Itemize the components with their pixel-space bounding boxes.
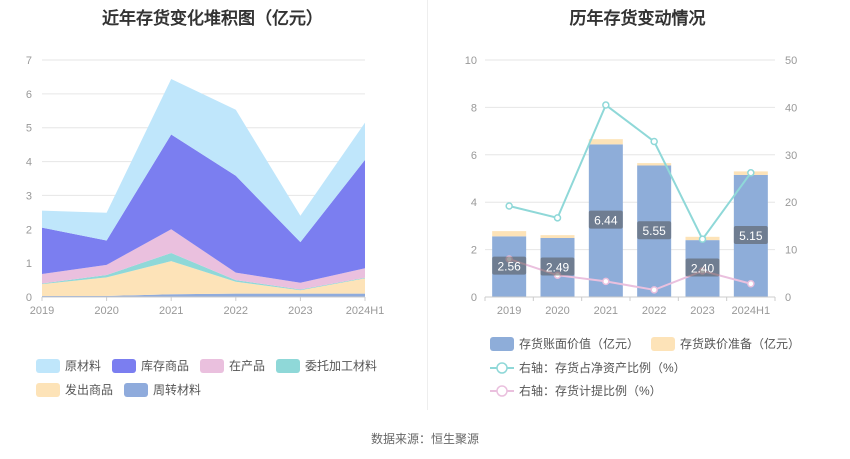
bar-value-label-bg: [733, 225, 768, 244]
left-y-tick-label: 0: [26, 292, 32, 304]
left-y-tick-label: 7: [26, 55, 32, 67]
legend-marker-line2: [496, 385, 508, 397]
right-y-tick-label: 0: [471, 292, 477, 304]
legend-swatch-processing: [276, 359, 300, 373]
chart-divider: [427, 0, 428, 410]
legend-label-provision: 存货跌价准备（亿元）: [680, 336, 800, 351]
left-x-tick-label: 2022: [224, 305, 248, 317]
bar-value-label: 2.56: [497, 260, 521, 274]
right-y2-tick-label: 40: [785, 102, 797, 114]
bar-provision: [540, 235, 575, 238]
left-y-tick-label: 2: [26, 224, 32, 236]
legend-label-line2: 右轴：存货计提比例（%）: [519, 383, 662, 398]
legend-label-wip: 在产品: [229, 359, 265, 373]
right-y-tick-label: 2: [471, 245, 477, 257]
legend-swatch-bar: [490, 337, 514, 351]
right-y2-tick-label: 30: [785, 150, 797, 162]
left-chart-title: 近年存货变化堆积图（亿元）: [102, 9, 323, 28]
bar-value-label-bg: [492, 256, 527, 275]
legend-label-turnover: 周转材料: [153, 382, 201, 397]
right-y2-tick-label: 50: [785, 55, 797, 67]
right-y2-tick-label: 20: [785, 197, 797, 209]
line-point-line1: [553, 214, 562, 222]
left-y-tick-label: 3: [26, 190, 32, 202]
legend-label-line1: 右轴：存货占净资产比例（%）: [519, 360, 686, 375]
right-y-tick-label: 4: [471, 197, 477, 209]
right-y2-tick-label: 0: [785, 292, 791, 304]
legend-label-inventory: 库存商品: [141, 358, 189, 373]
right-y-tick-label: 6: [471, 150, 477, 162]
right-x-tick-label: 2022: [642, 305, 666, 317]
right-chart-title: 历年存货变动情况: [569, 9, 706, 28]
bar-provision: [588, 139, 623, 145]
right-y-tick-label: 8: [471, 102, 477, 114]
bar-value-label: 2.49: [546, 260, 570, 274]
bar-value-label-bg: [685, 258, 720, 277]
area-series-turnover: [42, 293, 365, 297]
legend-label-raw: 原材料: [65, 359, 101, 373]
right-y2-tick-label: 10: [785, 245, 797, 257]
line-point-line1: [505, 202, 513, 210]
line-point-line2: [747, 279, 755, 288]
left-y-tick-label: 6: [26, 89, 32, 101]
right-x-tick-label: 2023: [690, 305, 714, 317]
bar-value-label-bg: [588, 210, 623, 229]
line-point-line2: [650, 286, 658, 294]
legend-label-bar: 存货账面价值（亿元）: [519, 336, 639, 351]
left-x-tick-label: 2020: [94, 305, 118, 317]
line-point-line1: [698, 235, 707, 243]
right-x-tick-label: 2024H1: [732, 305, 771, 317]
bar-value-label-bg: [637, 221, 672, 240]
line-point-line2: [602, 277, 610, 286]
area-series-raw: [42, 78, 365, 243]
data-source-note: 数据来源：恒生聚源: [370, 432, 479, 446]
left-y-tick-label: 4: [26, 157, 32, 169]
right-x-tick-label: 2020: [545, 305, 569, 317]
bar-value-label: 5.55: [642, 224, 666, 238]
legend-marker-line1: [496, 362, 508, 374]
left-x-tick-label: 2021: [159, 305, 183, 317]
left-y-tick-label: 5: [26, 123, 32, 135]
legend-label-shipped: 发出商品: [65, 382, 113, 397]
legend-swatch-raw: [36, 359, 60, 373]
bar-value-label: 5.15: [739, 229, 763, 243]
area-series-inventory: [42, 134, 365, 283]
bar-value-label: 2.40: [691, 262, 715, 276]
area-series-shipped: [42, 261, 365, 296]
right-x-tick-label: 2019: [497, 305, 521, 317]
area-series-wip: [42, 229, 365, 290]
line-series-line1: [508, 103, 752, 242]
bar-value-label-bg: [540, 257, 575, 276]
legend-swatch-inventory: [112, 359, 136, 373]
line-point-line1: [650, 137, 658, 146]
bar-value-label: 6.44: [594, 214, 618, 228]
legend-swatch-wip: [200, 359, 224, 373]
left-y-tick-label: 1: [26, 258, 32, 270]
legend-swatch-shipped: [36, 383, 60, 397]
line-point-line1: [747, 169, 755, 177]
legend-swatch-provision: [651, 337, 675, 351]
legend-swatch-turnover: [124, 383, 148, 397]
left-x-tick-label: 2023: [288, 305, 312, 317]
right-x-tick-label: 2021: [594, 305, 618, 317]
bar-provision: [637, 163, 672, 166]
line-point-line1: [602, 101, 610, 109]
legend-label-processing: 委托加工材料: [305, 359, 377, 373]
left-x-tick-label: 2019: [30, 305, 54, 317]
left-x-tick-label: 2024H1: [346, 305, 385, 317]
bar-provision: [492, 231, 527, 237]
right-y-tick-label: 10: [465, 55, 477, 67]
